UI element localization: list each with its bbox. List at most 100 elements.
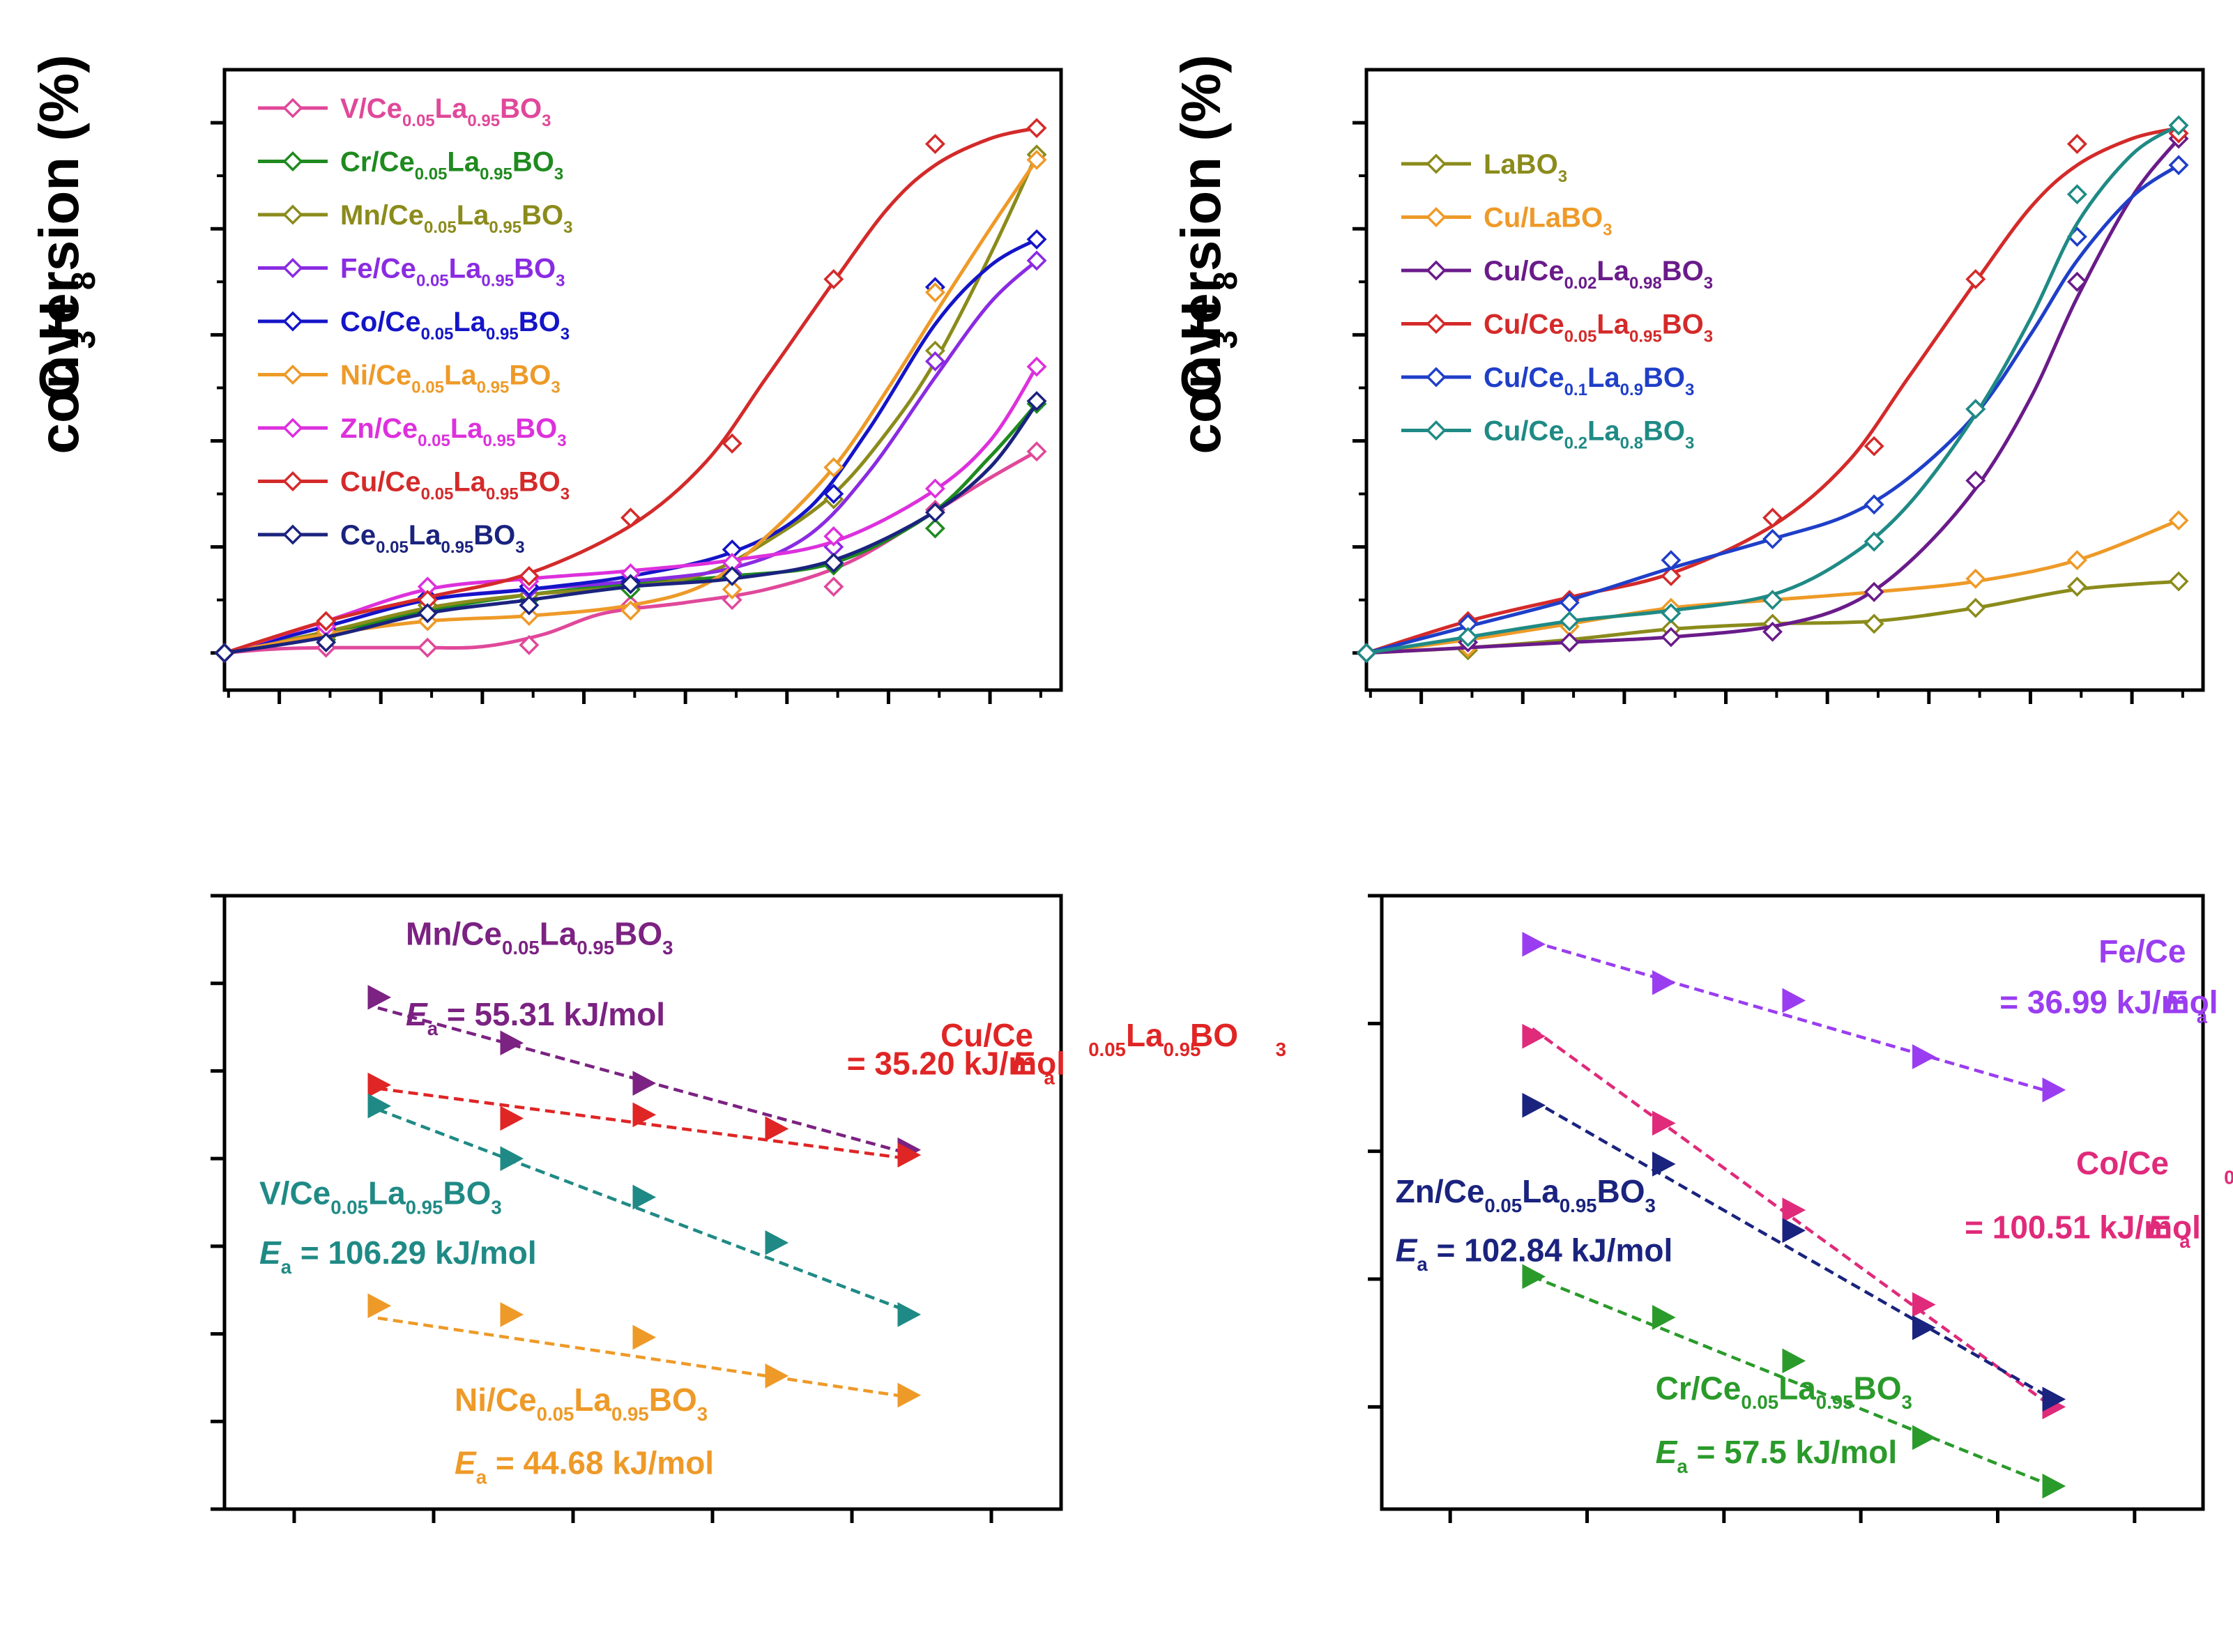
legend-label-part: 0.95 bbox=[1629, 328, 1662, 346]
annotation-label-part: La bbox=[574, 1382, 611, 1418]
legend-swatch-marker bbox=[282, 471, 303, 491]
data-point bbox=[214, 643, 235, 664]
data-point bbox=[1026, 390, 1047, 411]
data-point bbox=[500, 1106, 524, 1131]
data-point bbox=[765, 1230, 789, 1255]
legend-label-part: 0.95 bbox=[467, 112, 500, 130]
y-axis-title-part: 8 bbox=[1207, 271, 1244, 290]
legend-label-part: BO bbox=[1643, 416, 1685, 447]
data-point bbox=[1559, 632, 1580, 653]
annotation-label: Co/Ce0.05La0.95BO3 bbox=[2076, 1145, 2233, 1188]
legend-swatch-marker bbox=[1426, 153, 1447, 174]
series-3 bbox=[367, 1293, 922, 1408]
data-point bbox=[897, 1382, 922, 1408]
annotation-label-part: Fe/Ce bbox=[2098, 933, 2186, 969]
annotation-ea: Ea = 57.5 kJ/mol bbox=[1656, 1434, 1898, 1477]
annotation-label-part: 0.05 bbox=[1741, 1391, 1778, 1413]
annotation-label: Zn/Ce0.05La0.95BO3 bbox=[1396, 1173, 1656, 1216]
data-point bbox=[2066, 134, 2087, 154]
data-point bbox=[2066, 576, 2087, 597]
data-point bbox=[2168, 571, 2189, 592]
data-point bbox=[417, 637, 438, 658]
data-point bbox=[620, 507, 641, 528]
data-point bbox=[367, 1093, 392, 1119]
series-2 bbox=[1522, 1092, 2066, 1412]
legend-label-part: V/Ce bbox=[340, 93, 402, 124]
data-point bbox=[722, 565, 742, 586]
series-5 bbox=[1356, 115, 2189, 664]
legend-label-part: 0.9 bbox=[1620, 381, 1643, 399]
data-point bbox=[316, 632, 337, 653]
data-point bbox=[1965, 399, 1986, 420]
legend-label-part: 0.05 bbox=[402, 112, 435, 130]
y-axis-title-part: 8 bbox=[66, 271, 102, 290]
legend-label: Fe/Ce0.05La0.95BO3 bbox=[340, 254, 565, 291]
legend-label-part: 0.95 bbox=[483, 431, 516, 450]
data-point bbox=[1652, 1110, 1676, 1136]
legend-label-part: La bbox=[453, 307, 486, 337]
data-point bbox=[2042, 1077, 2066, 1103]
annotation-label-part: Ni/Ce bbox=[455, 1382, 537, 1418]
annotation-label-part: 3 bbox=[1276, 1039, 1286, 1060]
data-point bbox=[1661, 550, 1682, 571]
data-point bbox=[1912, 1044, 1936, 1069]
data-point bbox=[519, 565, 540, 586]
data-point bbox=[722, 590, 742, 611]
data-point bbox=[1026, 441, 1047, 462]
series-2 bbox=[367, 1093, 922, 1327]
legend-label: Cu/Ce0.1La0.9BO3 bbox=[1484, 362, 1694, 399]
data-point bbox=[1762, 528, 1783, 549]
data-point bbox=[823, 484, 844, 505]
legend-label: Cu/Ce0.2La0.8BO3 bbox=[1484, 416, 1694, 453]
y-axis-title-part: H bbox=[28, 301, 90, 342]
data-point bbox=[1782, 1198, 1806, 1223]
fit-line bbox=[377, 1316, 908, 1399]
data-point bbox=[924, 502, 945, 523]
data-point bbox=[823, 457, 844, 477]
legend-label-part: La bbox=[1596, 309, 1629, 340]
y-axis-title-part: 3 bbox=[1207, 330, 1244, 349]
legend-label-part: Ce bbox=[340, 520, 376, 551]
legend-label: Cr/Ce0.05La0.95BO3 bbox=[340, 147, 563, 184]
data-point bbox=[1026, 356, 1047, 377]
legend-label-part: 0.98 bbox=[1629, 274, 1662, 293]
legend-label: Cu/LaBO3 bbox=[1484, 203, 1612, 240]
legend-label-part: 0.05 bbox=[1564, 328, 1597, 346]
annotation-ea: Ea = 106.29 kJ/mol bbox=[259, 1234, 537, 1278]
annotation-label: Cr/Ce0.05La0.95BO3 bbox=[1656, 1370, 1912, 1413]
legend-label-part: La bbox=[449, 254, 482, 284]
annotation-label-part: BO bbox=[1854, 1370, 1902, 1406]
fit-line bbox=[1531, 1099, 2054, 1401]
data-point bbox=[1522, 1023, 1546, 1049]
legend-swatch-marker bbox=[282, 151, 303, 171]
annotation-label-part: Zn/Ce bbox=[1396, 1173, 1485, 1209]
annotation-ea-part: E bbox=[2147, 1209, 2170, 1245]
annotation-ea-part: a bbox=[476, 1467, 487, 1488]
legend-label-part: La bbox=[1596, 256, 1629, 286]
legend-label-part: 0.05 bbox=[424, 218, 457, 237]
legend-label-part: 0.05 bbox=[376, 538, 409, 557]
legend-label: Co/Ce0.05La0.95BO3 bbox=[340, 307, 570, 344]
annotation-label-part: BO bbox=[1190, 1017, 1238, 1053]
data-point bbox=[823, 526, 844, 546]
series-3 bbox=[1522, 1264, 2066, 1499]
annotation-label-part: Cu/Ce bbox=[940, 1017, 1033, 1053]
legend-label-part: 0.02 bbox=[1564, 274, 1597, 293]
data-point bbox=[1522, 1264, 1546, 1290]
legend-label-part: 0.1 bbox=[1564, 381, 1587, 399]
legend-label-part: 3 bbox=[554, 165, 563, 184]
series-4 bbox=[1356, 155, 2189, 664]
annotation-ea: Ea = 55.31 kJ/mol bbox=[406, 996, 665, 1039]
annotation-label-part: Cr/Ce bbox=[1656, 1370, 1742, 1406]
annotation-label-part: Co/Ce bbox=[2076, 1145, 2169, 1181]
data-point bbox=[367, 1293, 392, 1319]
data-point bbox=[500, 1146, 524, 1171]
y-axis-title-part: conversion (%) bbox=[28, 54, 90, 470]
legend-label-part: 0.95 bbox=[480, 165, 512, 184]
legend-swatch-marker bbox=[282, 311, 303, 332]
legend-label-part: 0.95 bbox=[477, 378, 510, 397]
data-point bbox=[1652, 1152, 1676, 1177]
annotation-label: V/Ce0.05La0.95BO3 bbox=[259, 1175, 502, 1218]
data-point bbox=[1912, 1315, 1936, 1340]
legend-swatch-marker bbox=[1426, 314, 1447, 334]
